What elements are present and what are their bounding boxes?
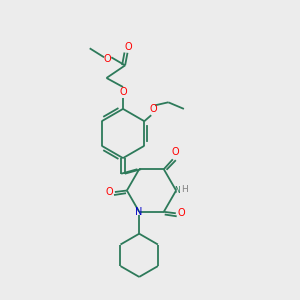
- Text: H: H: [181, 185, 188, 194]
- Text: O: O: [178, 208, 186, 218]
- Text: O: O: [149, 104, 157, 114]
- Text: O: O: [104, 54, 112, 64]
- Text: N: N: [135, 207, 142, 218]
- Text: N: N: [175, 186, 181, 195]
- Text: O: O: [105, 187, 113, 197]
- Text: O: O: [172, 147, 180, 158]
- Text: O: O: [124, 42, 132, 52]
- Text: O: O: [119, 87, 127, 97]
